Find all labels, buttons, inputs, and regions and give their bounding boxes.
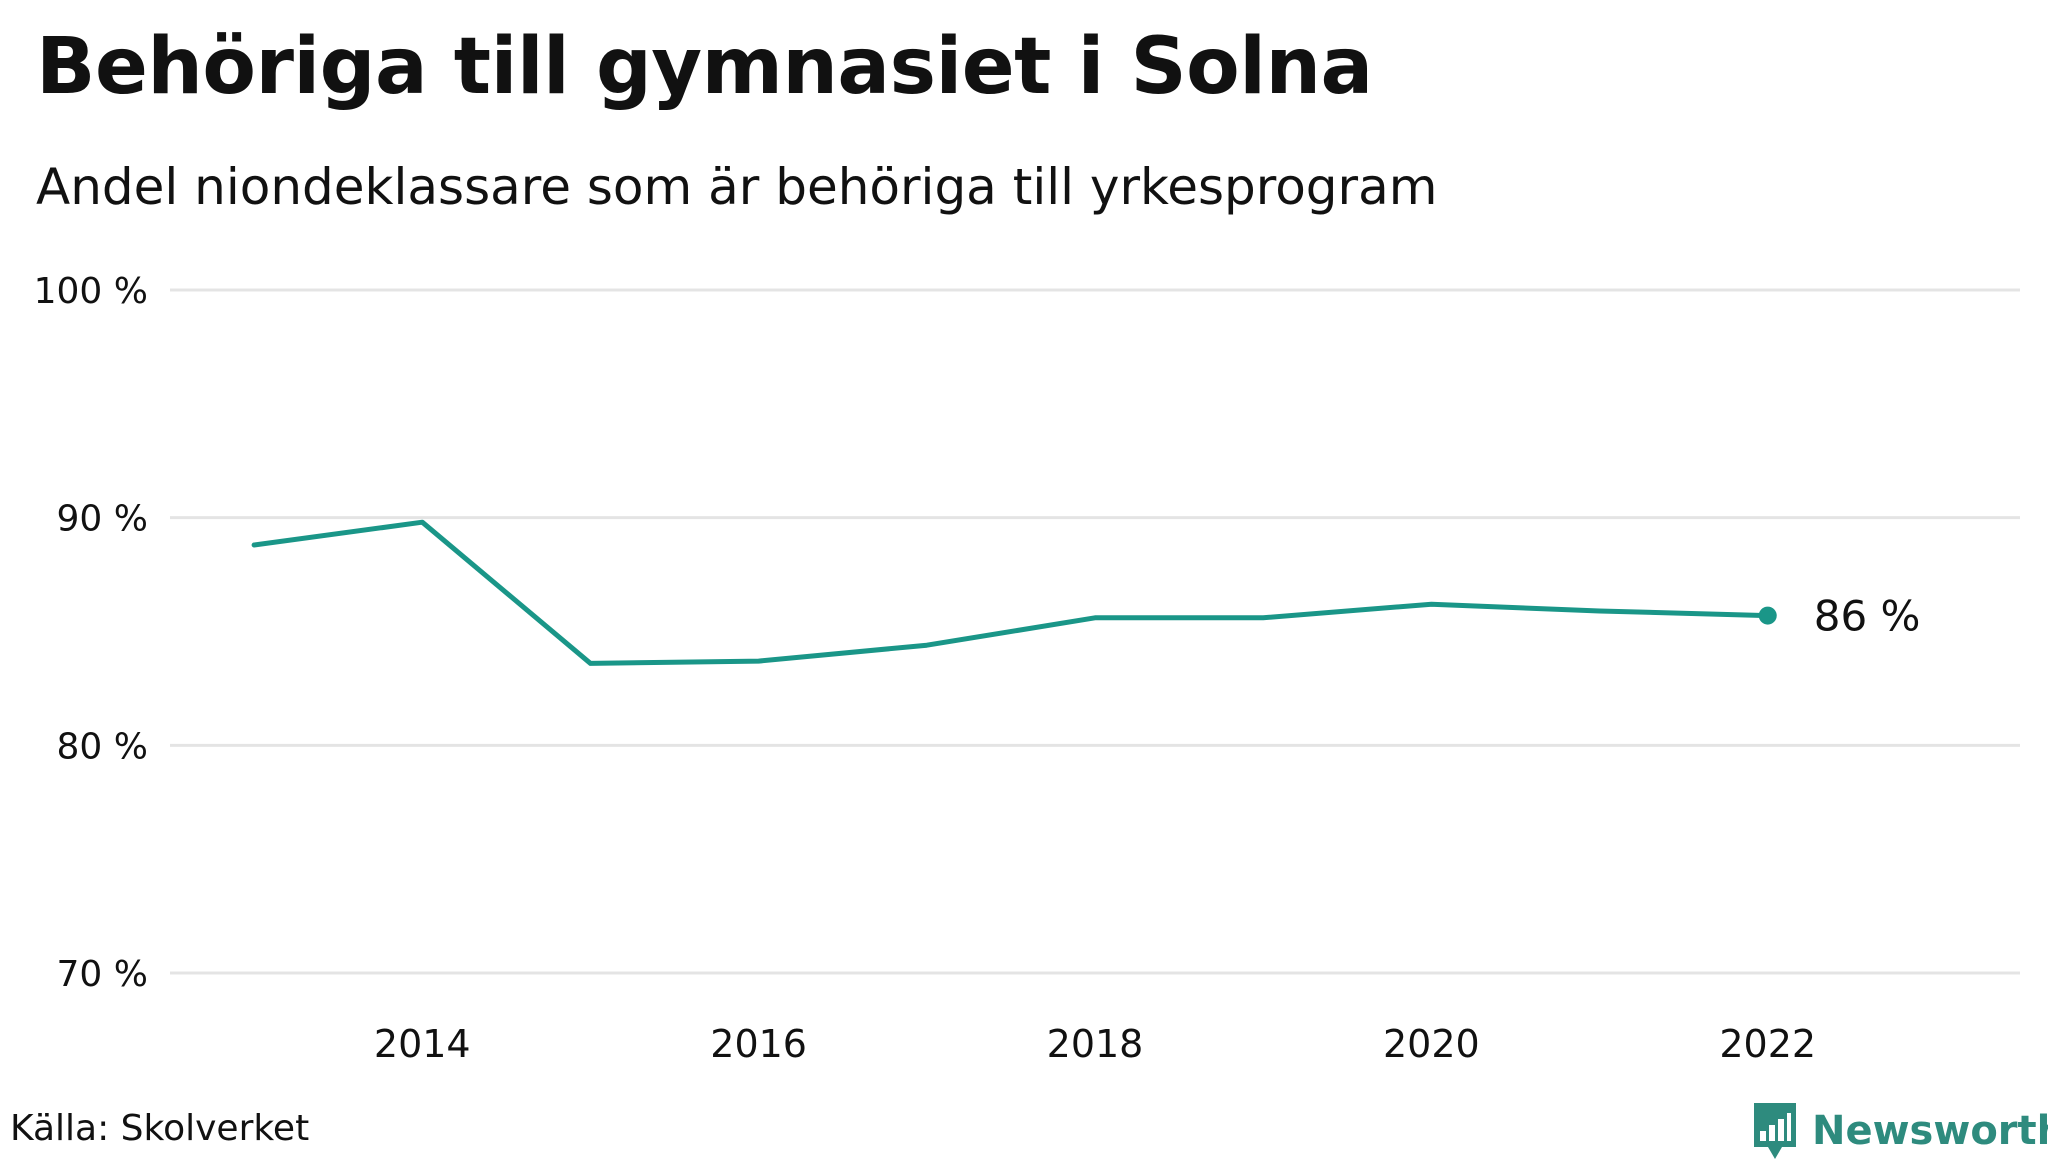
series-layer: 86 % — [251, 519, 1921, 666]
x-tick-label: 2016 — [710, 1022, 807, 1066]
chart-subtitle: Andel niondeklassare som är behöriga til… — [36, 158, 1438, 216]
y-axis-ticks: 100 % 90 % 80 % 70 % — [34, 271, 148, 995]
y-tick-label: 100 % — [34, 271, 148, 312]
x-tick-label: 2020 — [1383, 1022, 1480, 1066]
gridlines — [170, 288, 2020, 975]
chart-title: Behöriga till gymnasiet i Solna — [36, 22, 1373, 112]
end-point-marker — [1758, 606, 1777, 625]
y-tick-label: 70 % — [57, 954, 148, 995]
bar-chart-speech-bubble-icon — [1754, 1103, 1796, 1159]
series-line — [251, 519, 1771, 666]
y-tick-label: 80 % — [57, 726, 148, 767]
brand-name: Newsworthy — [1812, 1108, 2048, 1154]
x-tick-label: 2018 — [1047, 1022, 1144, 1066]
x-tick-label: 2014 — [374, 1022, 471, 1066]
source-note: Källa: Skolverket — [10, 1108, 310, 1149]
y-tick-label: 90 % — [57, 499, 148, 540]
x-axis-ticks: 2014 2016 2018 2020 2022 — [374, 1022, 1816, 1066]
line-chart: 100 % 90 % 80 % 70 % 2014 2016 2018 2020 2022 8… — [34, 271, 2020, 1066]
end-value-label: 86 % — [1814, 592, 1921, 641]
x-tick-label: 2022 — [1719, 1022, 1816, 1066]
brand-logo: Newsworthy — [1750, 1100, 2048, 1162]
